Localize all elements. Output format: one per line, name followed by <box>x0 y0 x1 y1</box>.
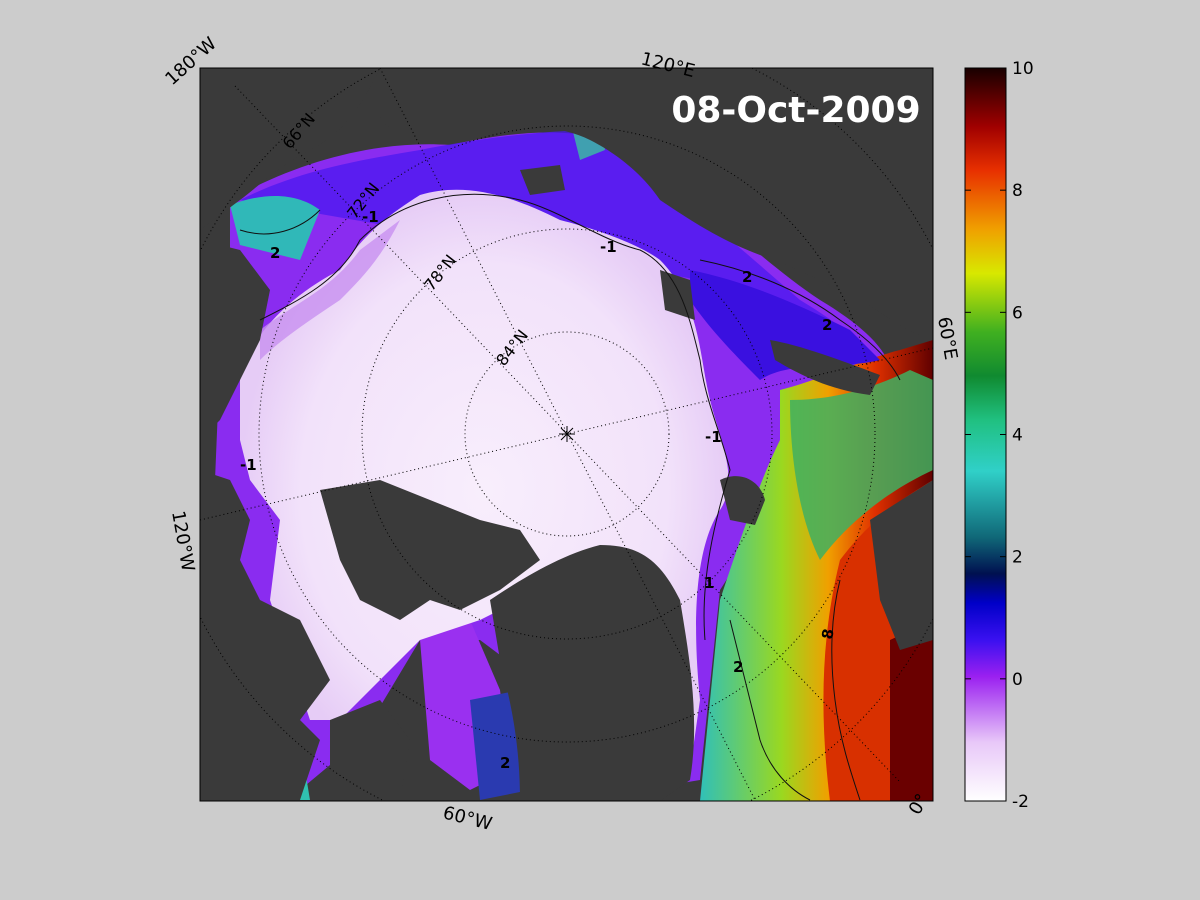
map-frame <box>199 67 934 802</box>
land-franz-josef <box>660 270 695 320</box>
colorbar-tick-label: 6 <box>1012 303 1023 323</box>
land-alaska-west <box>200 240 270 440</box>
contour-label-neg1-c: -1 <box>240 456 257 474</box>
lat-circle-72 <box>258 125 876 743</box>
land-novaya-zemlya <box>770 340 880 395</box>
colorbar: 10 8 6 4 2 0 -2 <box>964 59 1034 812</box>
contour-8 <box>831 579 861 801</box>
land-baffin-east <box>330 700 410 801</box>
colorbar-tick-label: 8 <box>1012 181 1023 201</box>
land-greenland <box>490 545 695 801</box>
contour-label-8: 8 <box>818 627 838 640</box>
lat-circle-78 <box>361 228 773 640</box>
land-siberia <box>376 68 933 340</box>
contour-label-2-e: 2 <box>500 754 510 772</box>
map-panel <box>200 68 933 801</box>
contour-label-neg1-b: -1 <box>600 238 617 256</box>
contour-label-2-b: 2 <box>742 268 752 286</box>
contour-2-right <box>699 259 901 381</box>
lat-circle-84 <box>464 331 670 537</box>
contour-label-2-c: 2 <box>822 316 832 334</box>
barents-blue <box>690 270 880 380</box>
contour-2-left <box>239 209 321 235</box>
contour-neg1 <box>259 193 731 641</box>
land-canada <box>200 470 330 800</box>
meridian-a <box>234 85 901 783</box>
ice-edge-lavender <box>260 220 400 360</box>
land-archipelago <box>320 480 540 620</box>
colorbar-tick-label: -2 <box>1012 792 1029 812</box>
lon-label-120w: 120°W <box>167 509 198 573</box>
land-alaska <box>200 68 380 230</box>
colorbar-tick-label: 10 <box>1012 59 1034 79</box>
land-scandinavia <box>870 480 933 650</box>
date-label: 08-Oct-2009 <box>671 90 920 131</box>
warm-hot-core <box>890 620 933 801</box>
contour-label-2-a: 2 <box>270 244 280 262</box>
colorbar-tick-label: 4 <box>1012 426 1023 446</box>
green-band <box>790 370 933 560</box>
contour-label-1: 1 <box>704 574 714 592</box>
contour-2-lower <box>729 619 811 801</box>
colorbar-ticks: 10 8 6 4 2 0 -2 <box>965 59 1034 812</box>
lon-label-60e: 60°E <box>933 315 961 361</box>
contour-label-2-d: 2 <box>733 658 743 676</box>
colorbar-gradient <box>964 67 1007 802</box>
cyan-patch-left <box>230 195 320 260</box>
land-new-siberian-islands <box>520 165 565 195</box>
contours <box>239 193 901 801</box>
colorbar-tick-label: 0 <box>1012 670 1023 690</box>
lon-label-60w: 60°W <box>441 802 495 834</box>
land-svalbard <box>720 476 765 525</box>
north-pole-marker <box>559 426 575 442</box>
contour-label-neg1-d: -1 <box>705 428 722 446</box>
colorbar-tick-label: 2 <box>1012 548 1023 568</box>
contour-label-neg1-a: -1 <box>362 208 379 226</box>
